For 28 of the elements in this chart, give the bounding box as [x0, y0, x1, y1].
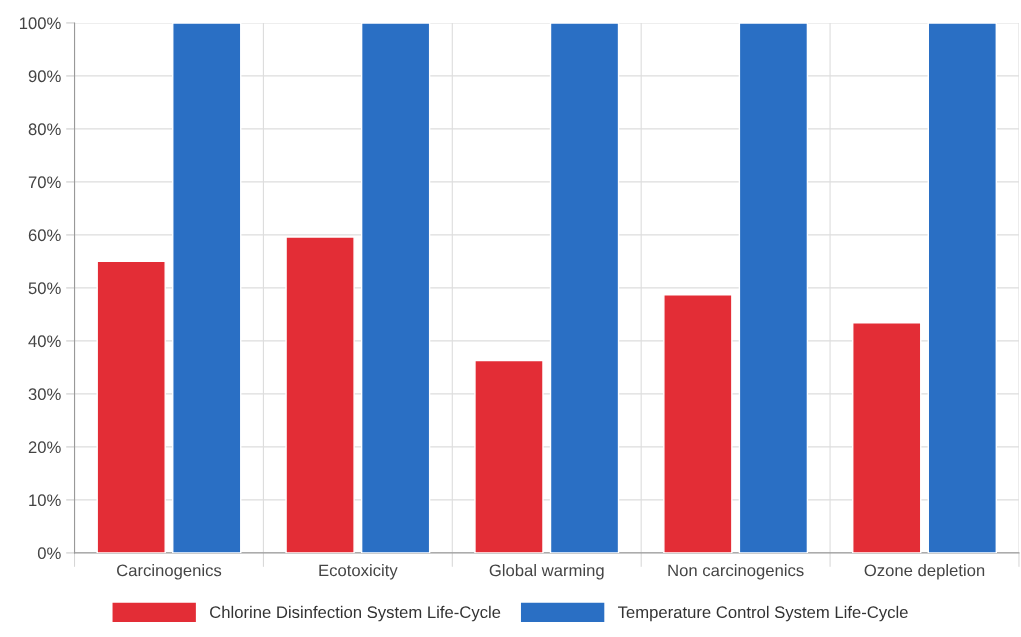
bar — [474, 359, 544, 553]
bar — [738, 22, 809, 553]
bar — [927, 22, 997, 553]
bar — [360, 22, 431, 553]
bar — [549, 22, 620, 553]
y-tick-label: 50% — [28, 282, 61, 295]
y-tick-label: 80% — [28, 123, 61, 136]
y-tick-label: 40% — [28, 335, 61, 348]
bar — [96, 260, 166, 553]
bar — [285, 236, 355, 553]
y-tick-label: 10% — [29, 494, 61, 507]
y-tick-label: 30% — [28, 388, 61, 401]
y-tick-label: 60% — [28, 229, 61, 242]
y-tick-label: 90% — [28, 70, 61, 83]
y-tick-label: 100% — [19, 17, 61, 30]
x-tick-label: Ecotoxicity — [319, 564, 398, 580]
y-tick-label: 20% — [28, 441, 61, 454]
bar — [852, 322, 922, 553]
y-tick-label: 0% — [37, 547, 61, 560]
x-tick-label: Non carcinogenics — [668, 564, 804, 580]
y-tick-label: 70% — [28, 176, 61, 189]
x-tick-label: Carcinogenics — [117, 564, 222, 580]
bar — [172, 22, 242, 553]
x-tick-label: Ozone depletion — [864, 564, 985, 580]
x-tick-label: Global warming — [489, 564, 604, 580]
bar — [663, 294, 733, 553]
legend-label: Temperature Control System Life-Cycle — [618, 605, 908, 622]
legend-label: Chlorine Disinfection System Life-Cycle — [210, 605, 501, 622]
